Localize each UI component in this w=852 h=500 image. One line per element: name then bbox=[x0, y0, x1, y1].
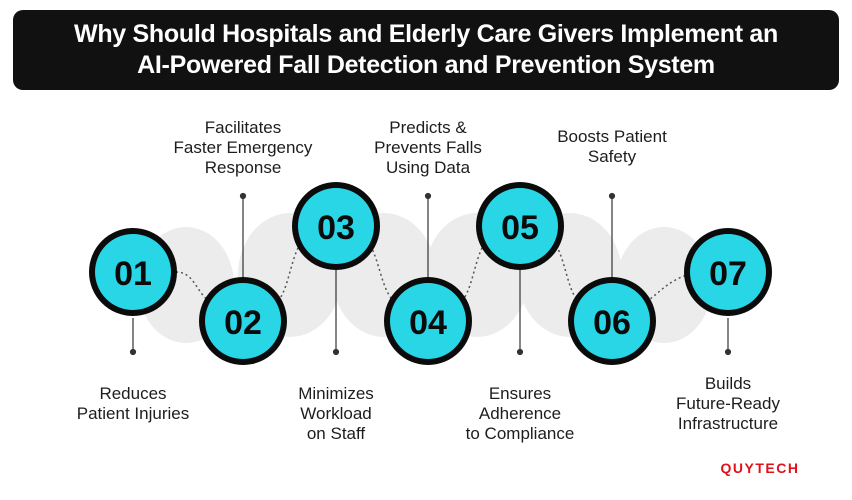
caption-01: Reduces Patient Injuries bbox=[53, 384, 213, 424]
caption-line: Reduces bbox=[99, 384, 167, 403]
step-circle-01: 01 bbox=[89, 228, 177, 316]
pointer-dot-02 bbox=[239, 192, 247, 200]
step-circle-05: 05 bbox=[476, 182, 564, 270]
caption-line: Faster Emergency bbox=[173, 138, 313, 157]
caption-02: Facilitates Faster Emergency Response bbox=[153, 118, 333, 178]
caption-line: Prevents Falls bbox=[374, 138, 482, 157]
caption-line: Safety bbox=[587, 147, 637, 166]
caption-line: to Compliance bbox=[465, 424, 575, 443]
circle-fill bbox=[574, 283, 650, 359]
caption-line: Ensures bbox=[488, 384, 552, 403]
caption-line: Predicts & bbox=[389, 118, 467, 137]
step-circle-04: 04 bbox=[384, 277, 472, 365]
circle-fill bbox=[95, 234, 171, 310]
caption-07: Builds Future-Ready Infrastructure bbox=[663, 374, 793, 434]
title-line-1: Why Should Hospitals and Elderly Care Gi… bbox=[74, 20, 778, 48]
circle-fill bbox=[205, 283, 281, 359]
brand-logo: QUYTECH bbox=[720, 460, 800, 476]
step-circle-06: 06 bbox=[568, 277, 656, 365]
caption-line: Adherence bbox=[478, 404, 562, 423]
circle-fill bbox=[690, 234, 766, 310]
step-number-06: 06 bbox=[593, 304, 631, 342]
caption-line: on Staff bbox=[306, 424, 366, 443]
circle-fill bbox=[298, 188, 374, 264]
caption-line: Using Data bbox=[385, 158, 471, 177]
step-circle-03: 03 bbox=[292, 182, 380, 270]
step-number-07: 07 bbox=[709, 255, 747, 293]
title-banner: Why Should Hospitals and Elderly Care Gi… bbox=[13, 10, 839, 90]
pointer-dot-05 bbox=[516, 348, 524, 356]
caption-line: Infrastructure bbox=[677, 414, 779, 433]
caption-line: Response bbox=[204, 158, 282, 177]
connector-06-07 bbox=[641, 273, 691, 305]
step-number-02: 02 bbox=[224, 304, 262, 342]
pointer-dot-01 bbox=[129, 348, 137, 356]
step-number-01: 01 bbox=[114, 255, 152, 293]
caption-line: Minimizes bbox=[298, 384, 374, 403]
step-number-05: 05 bbox=[501, 209, 539, 247]
circle-fill bbox=[482, 188, 558, 264]
caption-line: Patient Injuries bbox=[76, 404, 190, 423]
step-number-03: 03 bbox=[317, 209, 355, 247]
step-circle-02: 02 bbox=[199, 277, 287, 365]
caption-03: Minimizes Workload on Staff bbox=[266, 384, 406, 444]
caption-04: Predicts & Prevents Falls Using Data bbox=[353, 118, 503, 178]
caption-06: Boosts Patient Safety bbox=[537, 127, 687, 167]
pointer-lines bbox=[129, 192, 732, 356]
caption-line: Future-Ready bbox=[676, 394, 780, 413]
caption-line: Builds bbox=[704, 374, 752, 393]
pointer-dot-06 bbox=[608, 192, 616, 200]
pointer-dot-03 bbox=[332, 348, 340, 356]
caption-line: Workload bbox=[300, 404, 372, 423]
caption-05: Ensures Adherence to Compliance bbox=[445, 384, 595, 444]
step-circle-07: 07 bbox=[684, 228, 772, 316]
title-line-2: AI-Powered Fall Detection and Prevention… bbox=[137, 51, 715, 79]
circle-fill bbox=[390, 283, 466, 359]
pointer-dot-04 bbox=[424, 192, 432, 200]
step-number-04: 04 bbox=[409, 304, 447, 342]
caption-line: Boosts Patient bbox=[557, 127, 667, 146]
pointer-dot-07 bbox=[724, 348, 732, 356]
caption-line: Facilitates bbox=[204, 118, 282, 137]
